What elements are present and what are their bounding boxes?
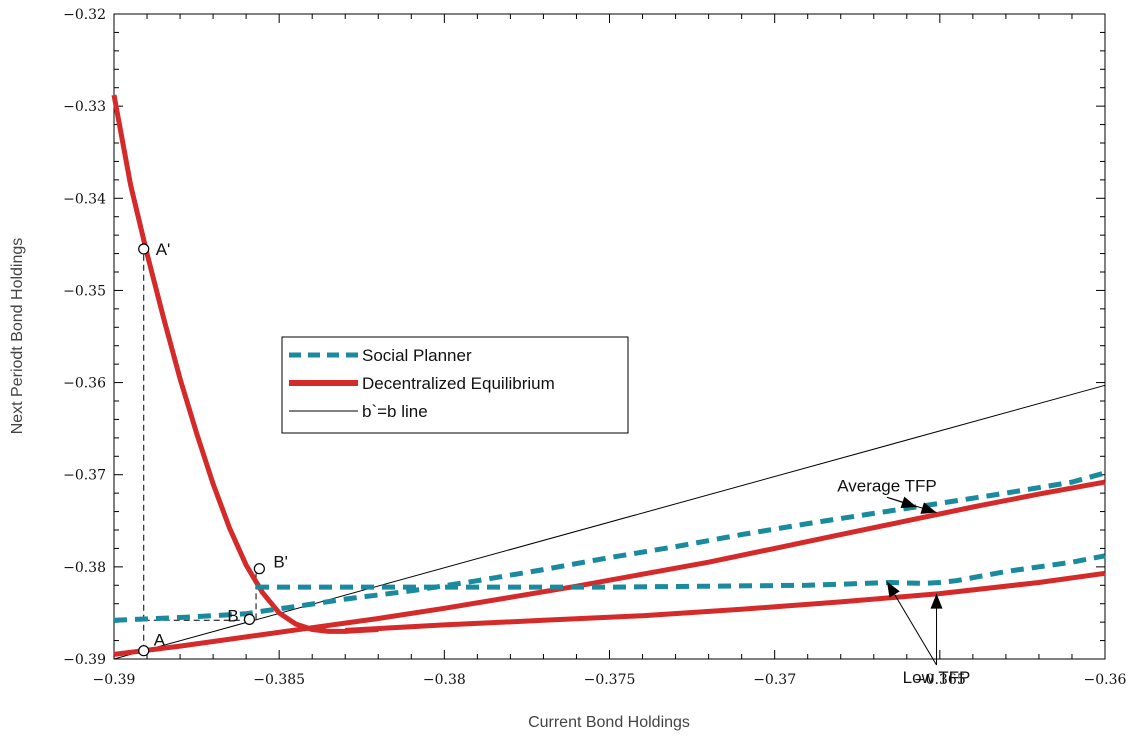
y-tick-label: −0.36 — [63, 376, 106, 392]
y-tick-label: −0.34 — [63, 191, 106, 207]
x-tick-label: −0.375 — [584, 672, 636, 688]
annotation-label: Low TFP — [903, 668, 971, 687]
y-tick-label: −0.39 — [63, 652, 106, 668]
x-tick-label: −0.39 — [93, 672, 136, 688]
marker-point — [253, 563, 265, 575]
y-tick-label: −0.33 — [63, 99, 106, 115]
decentralized-equilibrium-line — [345, 570, 1106, 633]
x-tick-label: −0.365 — [914, 672, 966, 688]
point-label: A — [154, 631, 166, 650]
annotation-arrowhead — [886, 581, 900, 598]
social-planner-line — [256, 553, 1106, 590]
legend: Social Planner Decentralized Equilibrium… — [281, 336, 629, 434]
y-tick-label: −0.35 — [63, 283, 106, 299]
point-label: B' — [273, 553, 288, 572]
y-tick-label: −0.32 — [63, 7, 106, 23]
annotation-label: Average TFP — [837, 476, 937, 495]
annotation-arrowhead — [930, 593, 943, 609]
legend-label-decentralized: Decentralized Equilibrium — [362, 374, 555, 393]
x-tick-label: −0.385 — [253, 672, 305, 688]
marker-point — [243, 613, 256, 625]
legend-label-social-planner: Social Planner — [362, 346, 472, 365]
legend-label-45-degree-line: b`=b line — [362, 402, 428, 421]
point-label: A' — [156, 240, 171, 259]
annotation-arrow-line — [886, 581, 937, 666]
decentralized-equilibrium-line — [111, 94, 379, 634]
x-tick-label: −0.38 — [423, 672, 466, 688]
marker-point — [138, 645, 150, 657]
x-axis-label: Current Bond Holdings — [528, 714, 690, 731]
y-tick-label: −0.37 — [63, 468, 106, 484]
x-tick-label: −0.36 — [1084, 672, 1127, 688]
marker-point — [138, 243, 150, 255]
y-tick-label: −0.38 — [63, 560, 106, 576]
point-label: B — [227, 606, 238, 625]
y-axis-label: Next Periodt Bond Holdings — [9, 238, 26, 435]
social-planner-line — [113, 470, 1106, 623]
decentralized-equilibrium-line — [113, 479, 1106, 657]
annotation-arrowhead — [920, 502, 937, 514]
x-tick-label: −0.37 — [753, 672, 796, 688]
